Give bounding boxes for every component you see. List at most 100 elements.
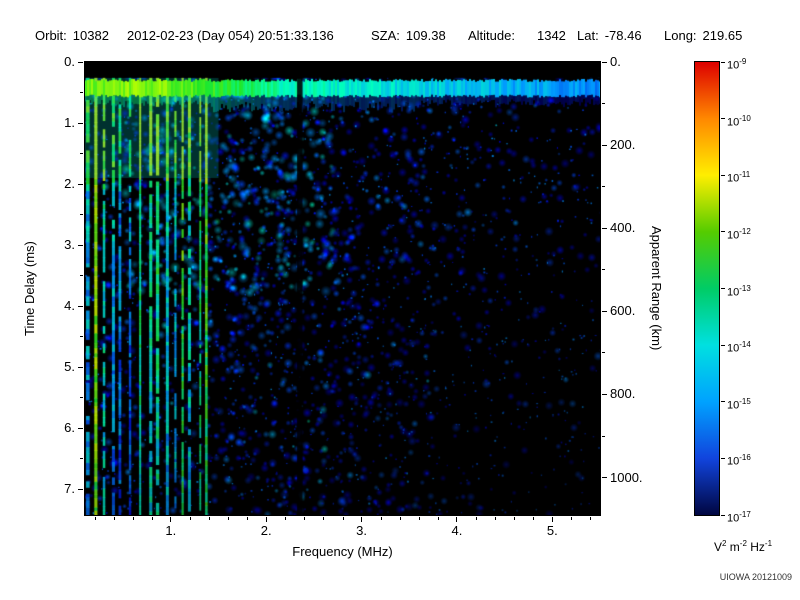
lat-field: Lat: -78.46 xyxy=(577,28,642,43)
x-axis-minor-tick xyxy=(132,517,134,520)
y-axis-left-tick xyxy=(78,122,83,124)
colorbar-tick-base: 10 xyxy=(727,172,740,185)
colorbar-tick-exponent: -14 xyxy=(739,340,751,350)
x-axis-tick-label: 5. xyxy=(546,523,558,538)
y-axis-left-tick-label: 4. xyxy=(64,298,75,314)
colorbar-tick-label: 10-14 xyxy=(727,338,751,356)
x-axis-minor-tick xyxy=(228,517,230,520)
altitude-value: 1342 xyxy=(536,28,566,43)
y-axis-right-tick xyxy=(602,61,607,63)
x-axis-minor-tick xyxy=(514,517,516,520)
colorbar-tick-exponent: -12 xyxy=(739,226,751,236)
y-axis-left-minor-tick xyxy=(80,92,83,94)
unit-exponent: 2 xyxy=(721,539,727,548)
colorbar-tick-label: 10-16 xyxy=(727,451,751,469)
x-axis-tick-label: 1. xyxy=(165,523,177,538)
x-axis-minor-tick xyxy=(495,517,497,520)
unit-base: Hz xyxy=(746,540,765,554)
unit-base: V xyxy=(713,540,722,554)
altitude-label: Altitude: xyxy=(468,28,515,43)
colorbar-tick xyxy=(721,514,725,516)
sza-label: SZA: xyxy=(371,28,400,43)
colorbar-tick-label: 10-10 xyxy=(727,112,751,130)
colorbar-tick xyxy=(721,344,725,346)
x-axis-tick xyxy=(361,517,363,522)
y-axis-left-tick-label: 2. xyxy=(64,176,75,192)
long-field: Long: 219.65 xyxy=(664,28,742,43)
colorbar-tick-exponent: -15 xyxy=(739,396,751,406)
colorbar-tick-exponent: -13 xyxy=(739,283,751,293)
unit-base: m xyxy=(726,540,740,554)
colorbar-tick xyxy=(721,288,725,289)
y-axis-left-minor-tick xyxy=(80,458,83,460)
orbit-field: Orbit: 10382 xyxy=(35,28,109,43)
colorbar-tick-exponent: -10 xyxy=(739,113,751,123)
colorbar-tick-base: 10 xyxy=(727,59,740,72)
y-axis-right-tick-label: 400. xyxy=(610,220,636,236)
y-axis-left-tick-label: 3. xyxy=(64,237,75,253)
y-axis-right-tick xyxy=(602,310,607,312)
datetime-field: 2012-02-23 (Day 054) 20:51:33.136 xyxy=(127,28,334,43)
x-axis-minor-tick xyxy=(533,517,535,520)
x-axis-minor-tick xyxy=(342,517,344,520)
x-axis-minor-tick xyxy=(113,517,115,520)
unit-exponent: -1 xyxy=(764,539,773,548)
y-axis-left-minor-tick xyxy=(80,214,83,216)
x-axis-minor-tick xyxy=(304,517,306,520)
y-axis-right-tick-label: 600. xyxy=(610,303,636,319)
altitude-field: Altitude: 1342 xyxy=(468,28,566,43)
x-axis-minor-tick xyxy=(437,517,439,520)
x-axis-minor-tick xyxy=(476,517,478,520)
y-axis-right-title: Apparent Range (km) xyxy=(649,226,664,351)
y-axis-left-title: Time Delay (ms) xyxy=(22,241,37,336)
x-axis-minor-tick xyxy=(151,517,153,520)
colorbar xyxy=(694,61,720,516)
y-axis-right-minor-tick xyxy=(602,269,605,271)
y-axis-left-tick-label: 6. xyxy=(64,420,75,436)
header: Orbit: 10382 2012-02-23 (Day 054) 20:51:3… xyxy=(0,28,800,44)
colorbar-units-label: V2 m-2 Hz-1 xyxy=(686,539,800,554)
colorbar-tick-exponent: -17 xyxy=(739,510,751,519)
y-axis-left-tick-label: 5. xyxy=(64,359,75,375)
colorbar-tick xyxy=(721,231,725,233)
y-axis-left-tick-label: 0. xyxy=(64,54,75,69)
y-axis-left-minor-tick xyxy=(80,153,83,155)
y-axis-right-tick xyxy=(602,393,607,395)
y-axis-left-tick xyxy=(78,366,83,368)
x-axis-minor-tick xyxy=(208,517,210,520)
y-axis-left-minor-tick xyxy=(80,275,83,277)
colorbar-tick-base: 10 xyxy=(727,456,740,469)
colorbar-tick-label: 10-12 xyxy=(727,225,751,243)
x-axis-minor-tick xyxy=(285,517,287,520)
colorbar-tick xyxy=(721,174,725,176)
x-axis-minor-tick xyxy=(247,517,249,520)
x-axis-tick xyxy=(456,517,458,522)
y-axis-left-tick xyxy=(78,61,83,63)
colorbar-tick-base: 10 xyxy=(727,286,740,299)
x-axis-minor-tick xyxy=(571,517,573,520)
y-axis-right-minor-tick xyxy=(602,435,605,437)
y-axis-right-minor-tick xyxy=(602,186,605,188)
y-axis-left-tick xyxy=(78,183,83,185)
colorbar-tick-label: 10-15 xyxy=(727,395,751,413)
y-axis-left-minor-tick xyxy=(80,397,83,399)
x-axis-minor-tick xyxy=(590,517,592,520)
colorbar-tick-base: 10 xyxy=(727,342,740,355)
lat-value: -78.46 xyxy=(604,28,642,43)
datetime-value: 2012-02-23 (Day 054) 20:51:33.136 xyxy=(127,28,334,43)
orbit-label: Orbit: xyxy=(35,28,67,43)
y-axis-right-tick-label: 800. xyxy=(610,386,636,402)
lat-label: Lat: xyxy=(577,28,599,43)
colorbar-tick-label: 10-13 xyxy=(727,282,751,300)
x-axis-minor-tick xyxy=(94,517,96,520)
x-axis-tick-label: 3. xyxy=(356,523,367,538)
x-axis-minor-tick xyxy=(380,517,382,520)
colorbar-tick-exponent: -16 xyxy=(739,453,751,463)
sza-value: 109.38 xyxy=(405,28,446,43)
colorbar-tick-base: 10 xyxy=(727,229,740,242)
sza-field: SZA: 109.38 xyxy=(371,28,446,43)
x-axis-tick xyxy=(551,517,553,522)
y-axis-left-tick-label: 1. xyxy=(64,115,75,131)
colorbar-tick xyxy=(721,401,725,403)
